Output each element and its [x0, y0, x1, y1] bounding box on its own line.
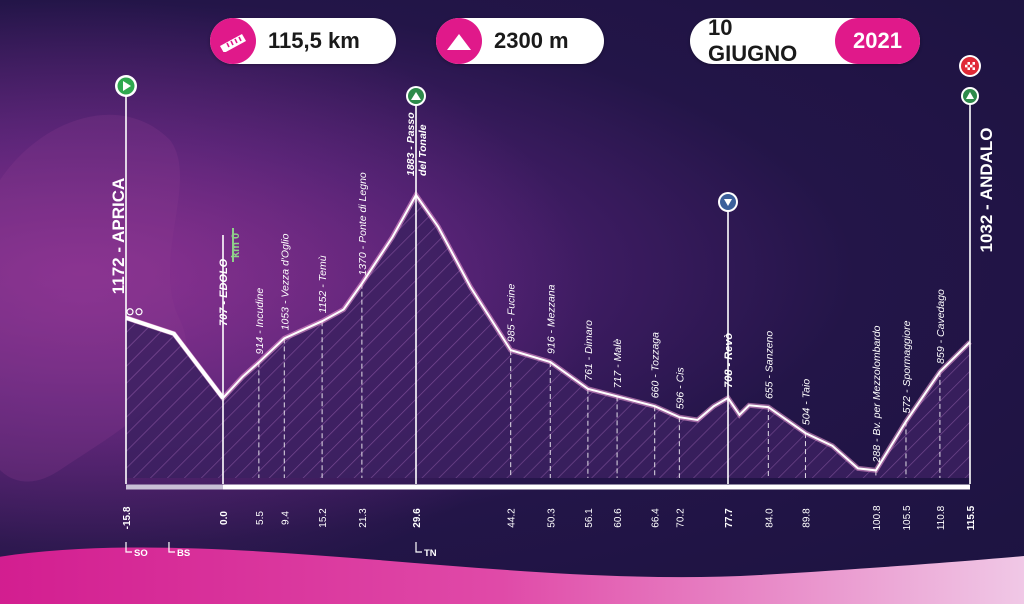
place-label: 1370 - Ponte di Legno [357, 172, 369, 275]
place-label: 916 - Mezzana [545, 284, 557, 354]
start-flag-icon [115, 75, 137, 97]
elevation-pill: 2300 m [436, 18, 604, 64]
gpm-mountain-icon [406, 86, 426, 106]
km-tick-label: 70.2 [675, 508, 686, 528]
pass-label-line2: del Tonale [417, 124, 429, 176]
finish-flag-icon [959, 55, 981, 77]
place-label: 572 - Spormaggiore [901, 320, 913, 413]
km-tick-label: 0.0 [219, 511, 230, 525]
place-label: 985 - Fucine [506, 284, 518, 343]
km-tick-label: 50.3 [546, 508, 557, 528]
km-tick-label: -15.8 [122, 506, 133, 529]
place-label: 859 - Cavedago [935, 289, 947, 364]
km-tick-label: 110.8 [936, 505, 947, 530]
place-label: 1053 - Vezza d'Oglio [279, 233, 291, 330]
intermediate-sprint-icon [718, 192, 738, 212]
road-sign-arrow [168, 542, 175, 553]
mountain-icon [436, 18, 482, 64]
ruler-icon [210, 18, 256, 64]
km-tick-label: 15.2 [318, 508, 329, 528]
distance-value: 115,5 km [268, 28, 360, 53]
km-tick-label: 56.1 [584, 508, 595, 528]
road-sign-label: TN [424, 548, 437, 559]
start-label: 1172 - APRICA [109, 178, 128, 295]
elevation-value: 2300 m [494, 28, 569, 53]
bicycle-wheel [135, 308, 143, 316]
place-label: 655 - Sanzeno [763, 331, 775, 399]
km-tick-label: 89.8 [801, 508, 812, 528]
road-sign-label: BS [177, 548, 190, 559]
finish-gpm-peak [966, 92, 974, 99]
km-tick-label: 115.5 [966, 505, 977, 530]
place-label: 288 - Bv. per Mezzolombardo [871, 325, 883, 463]
km-tick-label: 100.8 [872, 505, 883, 530]
bicycle-wheel [126, 308, 134, 316]
km-tick-label: 5.5 [255, 511, 266, 525]
bicycle-icon [126, 308, 143, 316]
place-label: 761 - Dimaro [583, 320, 595, 381]
gpm-icon-peak [411, 92, 421, 100]
road-sign-label: SO [134, 548, 148, 559]
profile-line [125, 193, 971, 472]
km-tick-label: 84.0 [764, 508, 775, 528]
place-label: 660 - Tozzaga [650, 332, 662, 398]
finish-label: 1032 - ANDALO [977, 127, 996, 252]
pass-label: 1883 - Passodel Tonale [405, 112, 429, 176]
date-text: 10 GIUGNO [708, 15, 798, 66]
sprint-icon-arrow [724, 199, 732, 206]
place-label: 914 - Incudine [254, 288, 266, 355]
road-sign-arrow [125, 542, 132, 553]
km-tick-label: 77.7 [724, 508, 735, 528]
date-pill: 10 GIUGNO 2021 [690, 15, 920, 66]
year-badge: 2021 [835, 18, 920, 64]
km-tick-label: 44.2 [507, 508, 518, 528]
km-tick-label: 105.5 [902, 505, 913, 530]
place-label: 717 - Malè [612, 339, 624, 389]
major-place-label: 708 - Revò [723, 333, 735, 388]
major-place-label: 707 - EDOLO [218, 258, 230, 326]
km-tick-label: 9.4 [280, 511, 291, 525]
place-label: 596 - Cis [674, 366, 686, 409]
road-sign-arrow [415, 542, 422, 553]
km-tick-label: 29.6 [412, 508, 423, 528]
place-label: 1152 - Temù [317, 255, 329, 313]
km-tick-label: 60.6 [613, 508, 624, 528]
finish-gpm-icon [961, 87, 979, 105]
place-label: 504 - Taio [800, 379, 812, 425]
km-tick-label: 66.4 [651, 508, 662, 528]
neutral-section-line [125, 315, 225, 400]
km0-label: km 0 [230, 233, 242, 258]
start-flag-icon-arrow [123, 81, 131, 91]
km-tick-label: 21.3 [358, 508, 369, 528]
pass-label-line1: 1883 - Passo [405, 112, 417, 176]
distance-pill: 115,5 km [210, 18, 396, 64]
finish-icon-checks [965, 62, 975, 70]
